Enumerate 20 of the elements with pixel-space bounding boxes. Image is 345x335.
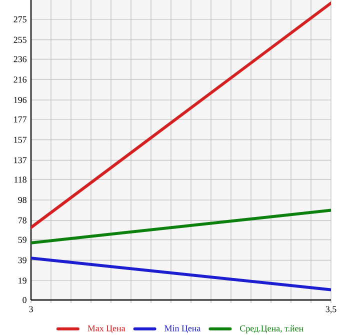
y-tick-label: 255 <box>14 36 26 43</box>
legend-label: Сред.Цена, т.йен <box>240 325 304 334</box>
y-tick-label: 78 <box>18 217 26 224</box>
y-tick-label: 157 <box>14 136 27 143</box>
y-tick-label: 19 <box>18 278 26 284</box>
y-tick-label: 98 <box>18 196 26 204</box>
x-tick-label: 3 <box>29 306 33 312</box>
y-tick-label: 0 <box>22 296 26 304</box>
y-tick-label: 177 <box>14 116 27 122</box>
y-tick-label: 137 <box>14 157 27 164</box>
y-tick-label: 196 <box>14 96 27 104</box>
legend-label: Min Цена <box>164 325 201 334</box>
x-tick-label: 3,5 <box>326 306 336 314</box>
y-tick-label: 118 <box>14 176 26 183</box>
y-tick-label: 236 <box>14 56 27 62</box>
y-tick-label: 59 <box>18 236 26 243</box>
legend-label: Max Цена <box>88 325 126 334</box>
y-tick-label: 39 <box>18 257 26 264</box>
y-tick-label: 275 <box>14 16 26 22</box>
y-tick-label: 216 <box>14 76 27 83</box>
